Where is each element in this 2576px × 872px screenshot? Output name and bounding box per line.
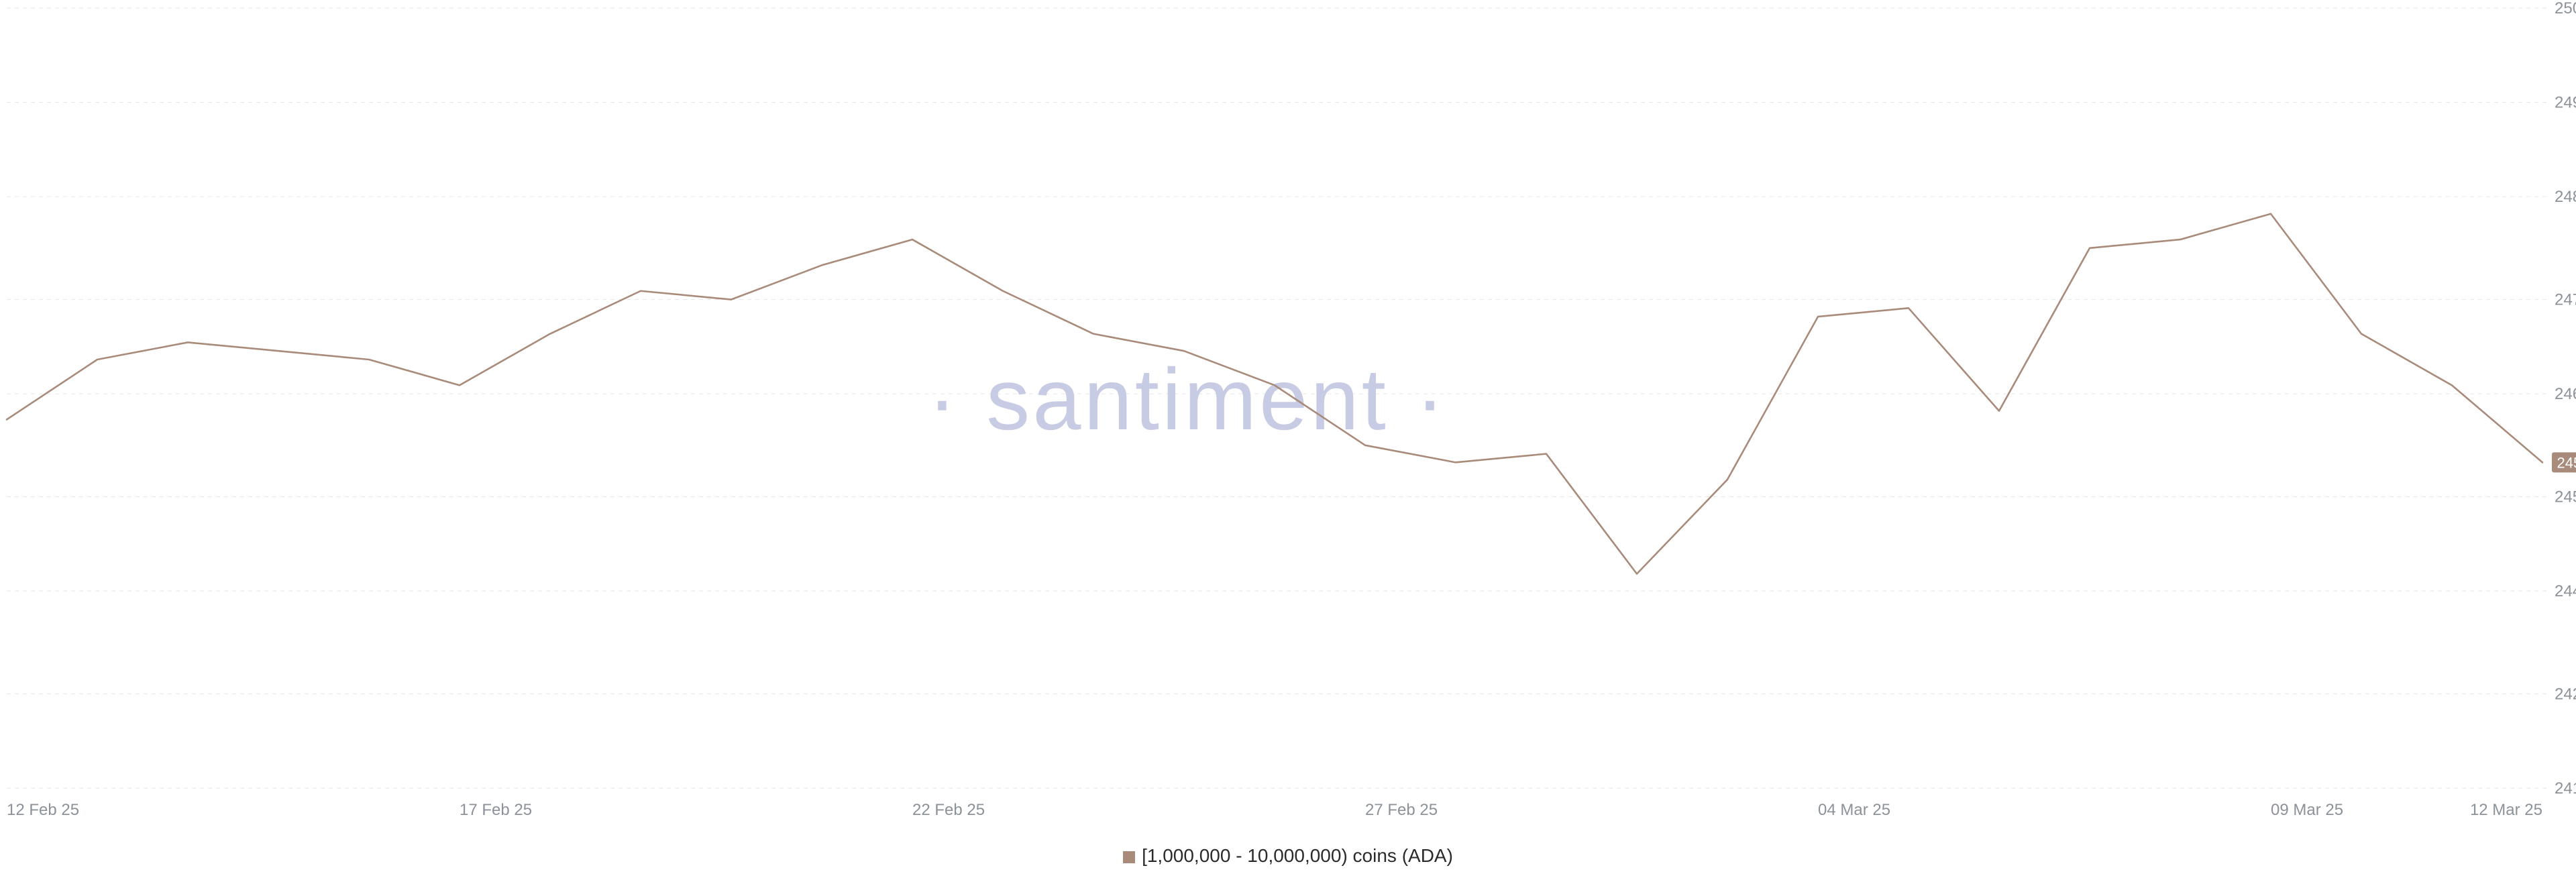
y-axis-tick-label: 2474 <box>2555 291 2576 309</box>
chart-legend: [1,000,000 - 10,000,000) coins (ADA) <box>0 845 2576 867</box>
y-axis-tick-label: 2486 <box>2555 188 2576 206</box>
x-axis-tick-label: 12 Mar 25 <box>2470 801 2542 819</box>
x-axis-tick-label: 04 Mar 25 <box>1818 801 1890 819</box>
x-axis-tick-label: 09 Mar 25 <box>2271 801 2343 819</box>
line-chart: 241724282440245124632474248624972508· sa… <box>0 0 2576 872</box>
value-badge-text: 2455 <box>2557 454 2576 471</box>
y-axis-tick-label: 2463 <box>2555 385 2576 403</box>
x-axis-tick-label: 27 Feb 25 <box>1365 801 1438 819</box>
y-axis-tick-label: 2440 <box>2555 582 2576 600</box>
legend-swatch <box>1123 851 1135 863</box>
x-axis-tick-label: 17 Feb 25 <box>460 801 532 819</box>
legend-label: [1,000,000 - 10,000,000) coins (ADA) <box>1142 845 1453 866</box>
y-axis-tick-label: 2497 <box>2555 94 2576 112</box>
y-axis-tick-label: 2451 <box>2555 488 2576 506</box>
y-axis-tick-label: 2417 <box>2555 779 2576 798</box>
chart-svg: 241724282440245124632474248624972508· sa… <box>0 0 2576 872</box>
x-axis-tick-label: 12 Feb 25 <box>7 801 79 819</box>
y-axis-tick-label: 2508 <box>2555 0 2576 17</box>
y-axis-tick-label: 2428 <box>2555 685 2576 703</box>
x-axis-tick-label: 22 Feb 25 <box>912 801 985 819</box>
